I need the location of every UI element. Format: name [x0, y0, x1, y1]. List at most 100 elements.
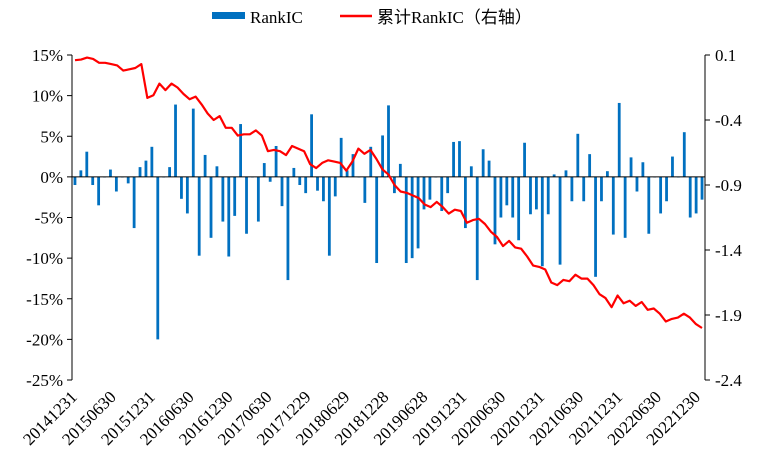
rankic-bar	[635, 176, 639, 192]
rankic-bar	[280, 176, 284, 207]
rankic-bar	[416, 176, 420, 249]
rankic-bar	[327, 176, 331, 256]
right-tick-label: 0.1	[715, 46, 736, 65]
rankic-bar	[600, 176, 603, 202]
legend-label-rankic: RankIC	[250, 8, 303, 27]
rankic-bar	[410, 176, 414, 259]
rankic-bar	[114, 176, 118, 192]
rankic-bar	[109, 169, 112, 177]
rankic-bar	[185, 176, 189, 214]
left-tick-label: -25%	[26, 371, 63, 390]
rankic-bar	[700, 176, 704, 200]
cumulative-rankic-polyline	[74, 56, 703, 329]
rankic-bar	[191, 108, 195, 177]
rankic-bar	[546, 176, 550, 215]
rankic-bar	[375, 176, 379, 264]
rankic-bar	[540, 176, 544, 267]
right-tick-label: -1.9	[715, 306, 742, 325]
rankic-bar	[316, 176, 319, 191]
rankic-bar	[262, 163, 266, 177]
rankic-bar	[529, 176, 532, 215]
rankic-bar	[452, 141, 455, 177]
rankic-bar	[168, 167, 172, 177]
rankic-bar	[481, 149, 485, 177]
rankic-bar	[535, 176, 538, 210]
left-tick-label: -15%	[26, 290, 63, 309]
rankic-bar	[511, 176, 515, 218]
rankic-bar	[239, 124, 242, 177]
rankic-bar	[233, 176, 237, 216]
rankic-bar	[428, 176, 432, 200]
rankic-bar	[286, 176, 290, 281]
rankic-bar	[227, 176, 231, 257]
rankic-bar	[605, 171, 609, 177]
rankic-bar	[517, 176, 521, 241]
rankic-bar	[245, 176, 248, 234]
rankic-bar	[487, 160, 491, 177]
legend-label-cumulative: 累计RankIC（右轴）	[377, 8, 532, 27]
rankic-bar	[629, 157, 633, 177]
rankic-bar	[469, 166, 473, 177]
rankic-bar	[552, 174, 556, 177]
rankic-bar	[369, 146, 373, 177]
rankic-bar	[345, 170, 349, 177]
rankic-bar	[464, 176, 467, 229]
rankic-bar	[682, 132, 686, 177]
left-tick-label: 15%	[32, 46, 63, 65]
rankic-bar	[475, 176, 479, 281]
rankic-bar	[458, 141, 461, 177]
rankic-bar	[387, 105, 390, 177]
right-tick-label: -0.4	[715, 111, 742, 130]
rankic-bar	[256, 176, 260, 222]
rankic-bar	[641, 162, 645, 177]
rankic-bar	[268, 176, 272, 182]
left-tick-label: -10%	[26, 249, 63, 268]
rankic-bar	[588, 154, 592, 177]
rankic-bar	[623, 176, 627, 238]
rankic-bar	[617, 102, 621, 177]
chart-legend: RankIC 累计RankIC（右轴）	[212, 8, 532, 27]
rankic-bar	[570, 176, 574, 202]
rankic-bar	[659, 176, 663, 214]
rankic-bar	[144, 160, 148, 177]
rankic-bar	[505, 176, 509, 206]
rankic-bar	[665, 176, 668, 202]
rankic-bar	[126, 176, 130, 184]
left-tick-label: 0%	[40, 168, 63, 187]
rankic-bar	[333, 176, 337, 197]
rankic-bar	[594, 176, 597, 277]
rankic-bar	[150, 146, 154, 177]
chart-axes	[67, 54, 710, 381]
rankic-bar	[73, 176, 77, 186]
rankic-bar	[209, 176, 213, 238]
rankic-bar	[422, 176, 426, 210]
rankic-bar	[694, 176, 698, 214]
rankic-bar	[440, 176, 444, 212]
rankic-bar	[446, 176, 450, 194]
rankic-bar	[381, 135, 384, 177]
rankic-bar	[132, 176, 136, 229]
rankic-bars	[73, 102, 704, 340]
rankic-bar	[404, 176, 408, 264]
left-tick-label: -20%	[26, 330, 63, 349]
rankic-bar	[582, 176, 586, 202]
rankic-bar	[274, 146, 278, 177]
rankic-bar	[493, 176, 497, 245]
rankic-bar	[215, 166, 219, 177]
rankic-bar	[304, 176, 308, 194]
legend-bar-swatch	[212, 12, 245, 19]
right-tick-label: -1.4	[715, 241, 742, 260]
rankic-bar	[564, 170, 568, 177]
rankic-bar	[197, 176, 201, 256]
rankic-bar	[611, 176, 615, 235]
rankic-bar	[180, 176, 183, 199]
rankic-bar	[203, 154, 207, 177]
right-tick-label: -0.9	[715, 176, 742, 195]
rankic-bar	[298, 176, 302, 186]
rankic-bar	[79, 170, 83, 177]
rankic-bar	[499, 176, 503, 218]
rankic-bar	[688, 176, 692, 218]
rankic-bar	[91, 176, 95, 186]
rankic-bar	[523, 142, 526, 177]
